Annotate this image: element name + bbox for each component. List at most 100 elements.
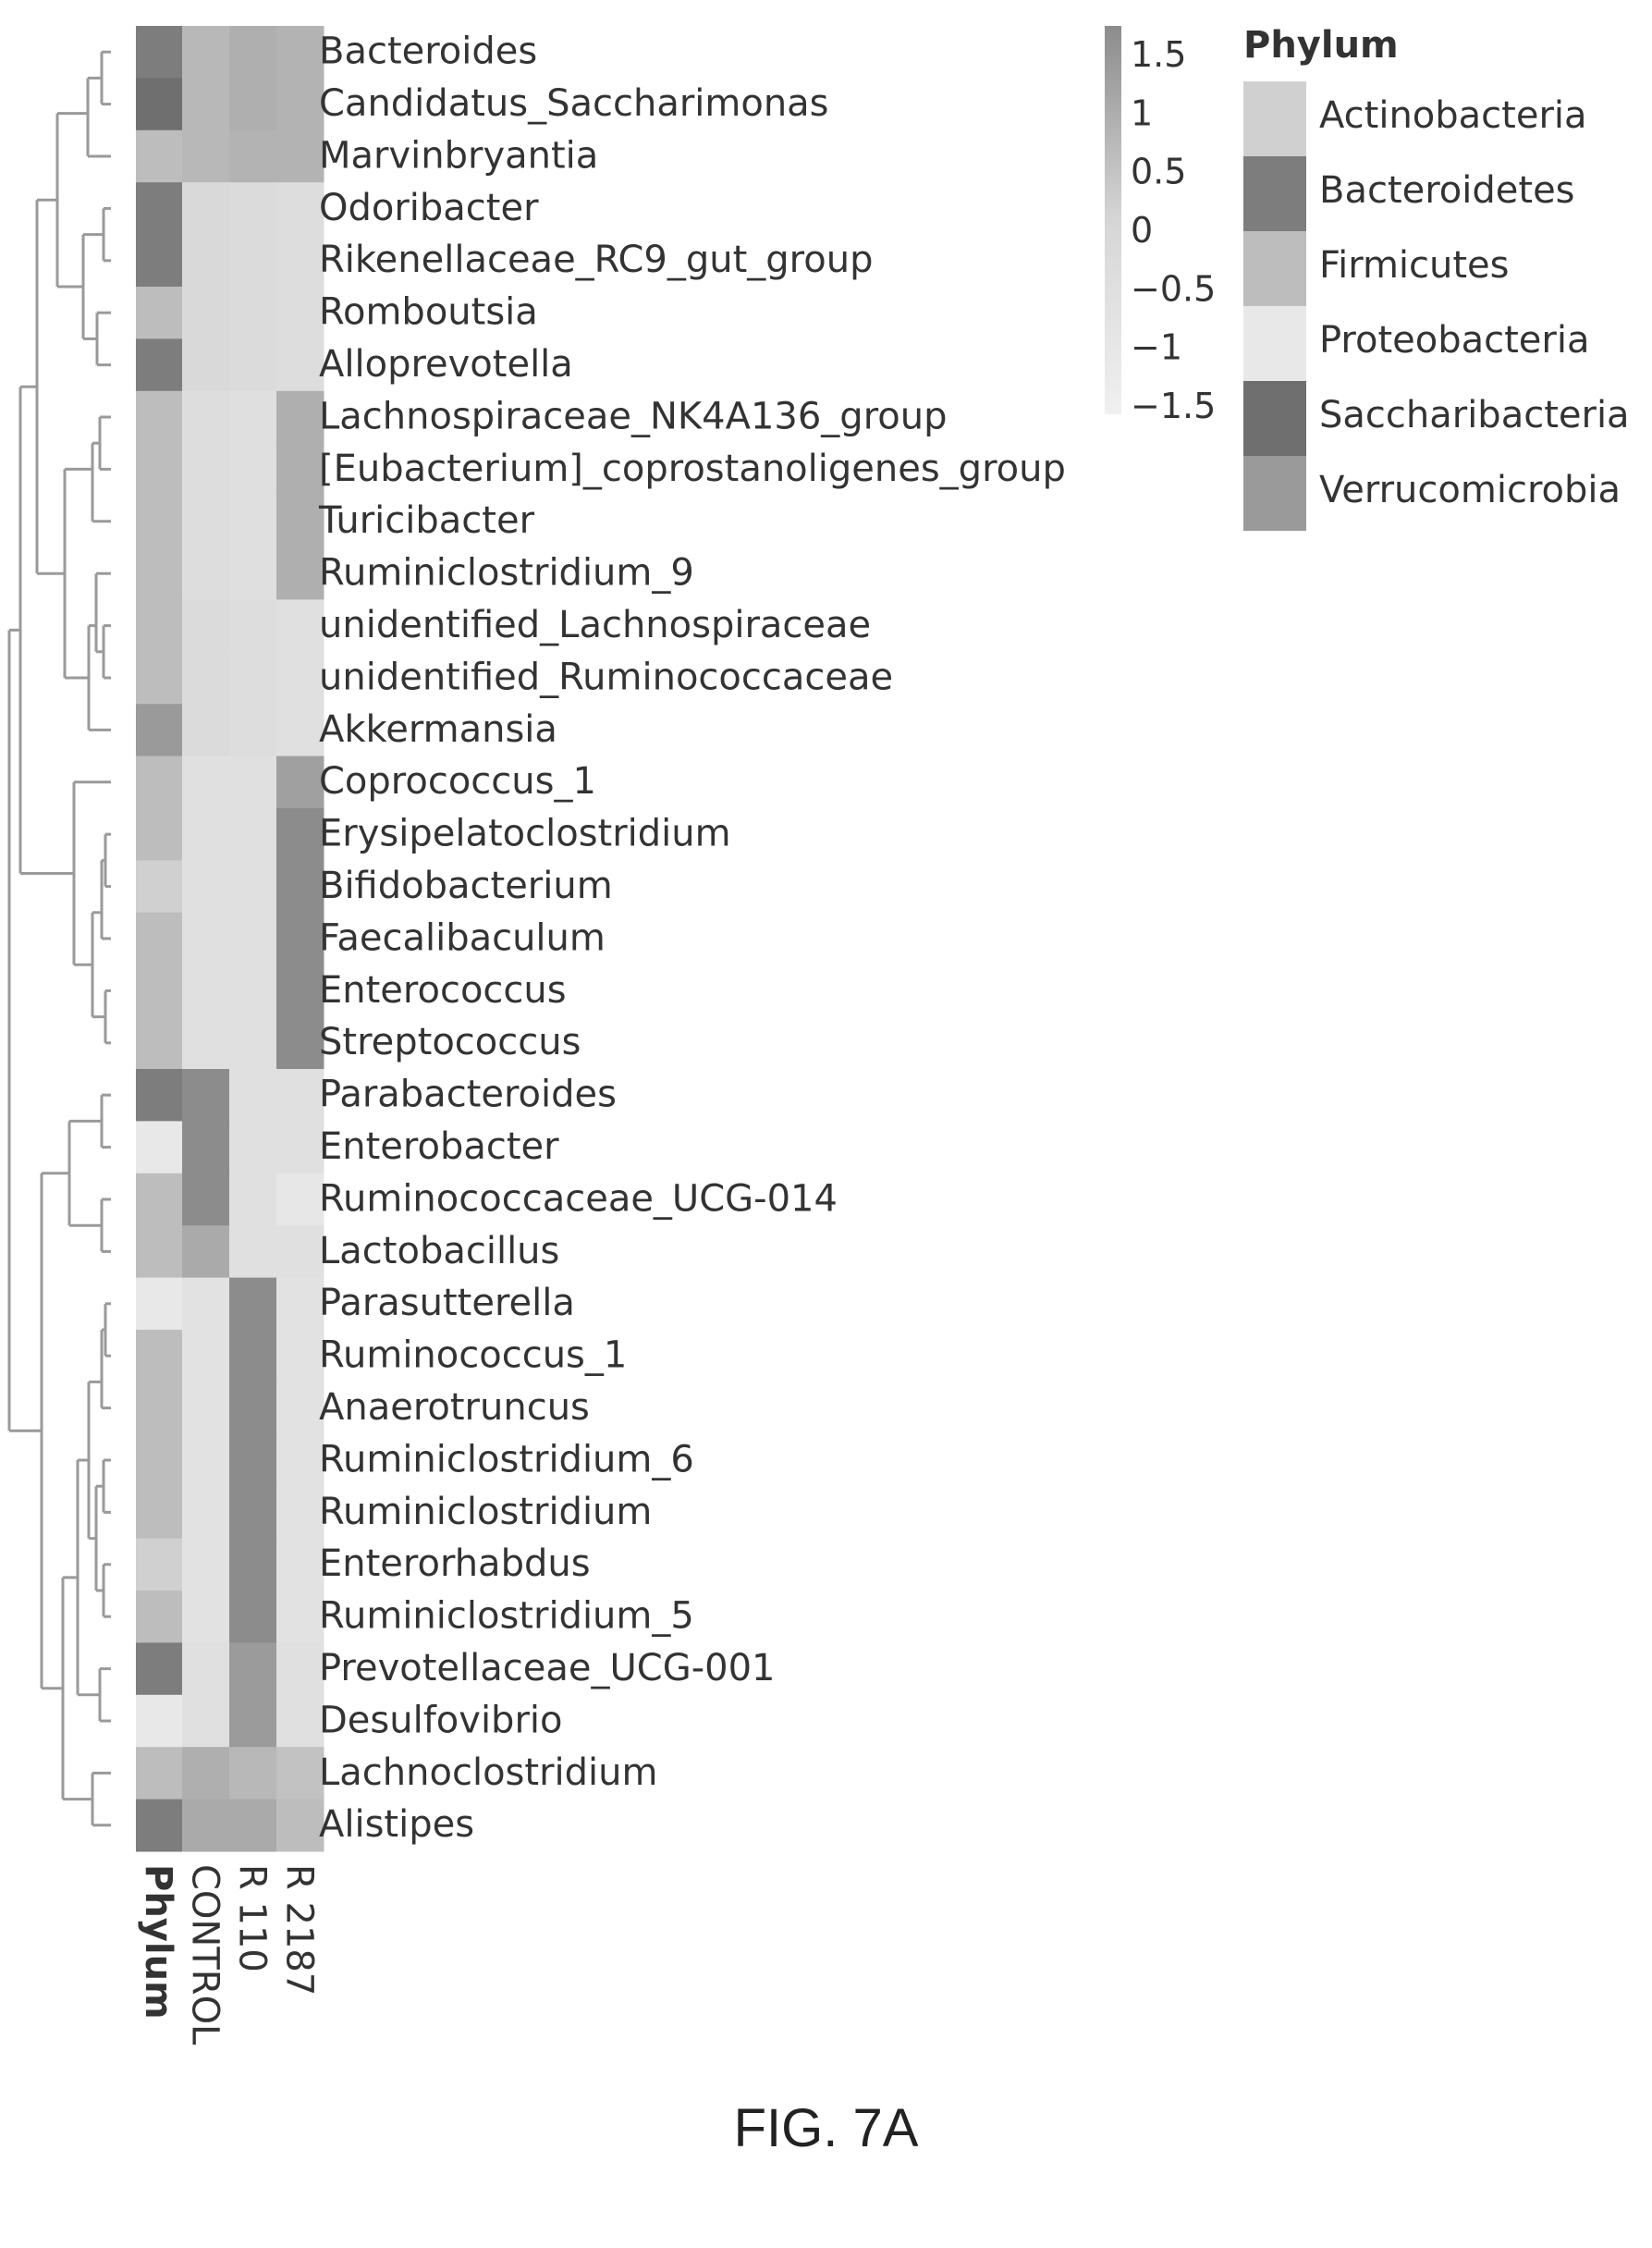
row-label: Ruminococcus_1 (319, 1334, 627, 1377)
row-label: Ruminiclostridium_5 (319, 1595, 694, 1638)
heatmap-cell (229, 1330, 277, 1382)
heatmap-cell (276, 390, 324, 444)
phylum-cell (136, 129, 182, 183)
column-label-phylum: Phylum (137, 1864, 179, 2020)
heatmap-cell (276, 1486, 324, 1540)
heatmap-cell (182, 443, 230, 497)
heatmap-cell (182, 1016, 230, 1070)
phylum-legend-entry: Saccharibacteria (1319, 394, 1630, 436)
phylum-cell (136, 1016, 182, 1070)
heatmap-cell (229, 651, 277, 705)
row-label: Lactobacillus (319, 1230, 559, 1272)
heatmap-cell (276, 287, 324, 339)
heatmap-cell (229, 964, 277, 1018)
phylum-cell (136, 234, 182, 288)
row-label: Odoribacter (319, 187, 539, 229)
phylum-legend-entry: Actinobacteria (1319, 94, 1587, 137)
heatmap-cell (276, 912, 324, 965)
heatmap-cell (229, 1433, 277, 1487)
row-label: [Eubacterium]_coprostanoligenes_group (319, 448, 1066, 490)
heatmap-cell (229, 1538, 277, 1591)
row-label: Bifidobacterium (319, 865, 613, 907)
heatmap-cell (276, 547, 324, 600)
row-label: Faecalibaculum (319, 916, 606, 959)
heatmap-cell (229, 1069, 277, 1122)
row-label: Marvinbryantia (319, 134, 598, 177)
row-label: Romboutsia (319, 291, 538, 334)
heatmap-cell (276, 1121, 324, 1174)
phylum-cell (136, 1173, 182, 1226)
phylum-cell (136, 1433, 182, 1487)
phylum-legend: Phylum Actinobacteria Bacteroidetes Firmicu… (1243, 24, 1630, 531)
phylum-cell (136, 390, 182, 444)
phylum-cell (136, 182, 182, 236)
heatmap-cell (229, 547, 277, 600)
phylum-legend-swatch (1243, 456, 1306, 531)
row-label: Turicibacter (318, 499, 535, 542)
heatmap-cell (276, 1173, 324, 1226)
heatmap-cell (276, 1433, 324, 1487)
row-label: Anaerotruncus (319, 1386, 590, 1429)
phylum-legend-title: Phylum (1243, 24, 1399, 67)
heatmap-cell (276, 651, 324, 705)
heatmap-cell (276, 1591, 324, 1643)
heatmap-cell (276, 234, 324, 288)
heatmap-cell (229, 755, 277, 809)
heatmap-cell (182, 1747, 230, 1800)
phylum-cell (136, 964, 182, 1018)
phylum-cell (136, 78, 182, 131)
row-label: Erysipelatoclostridium (319, 813, 731, 855)
heatmap-cell (229, 1799, 277, 1852)
heatmap-cell (276, 599, 324, 653)
heatmap-cell (182, 860, 230, 914)
phylum-cell (136, 1121, 182, 1174)
row-label: Candidatus_Saccharimonas (319, 82, 829, 125)
phylum-legend-entry: Proteobacteria (1319, 319, 1589, 362)
heatmap-cell (182, 1225, 230, 1279)
row-label: Parasutterella (319, 1282, 575, 1324)
heatmap-cell (229, 443, 277, 497)
row-label: Ruminiclostridium_9 (319, 552, 694, 595)
heatmap-cell (182, 912, 230, 965)
color-scale-bar (1105, 26, 1121, 414)
heatmap-cell (229, 1747, 277, 1800)
row-label: Alistipes (319, 1803, 474, 1846)
heatmap-cell (229, 1225, 277, 1279)
heatmap-cell (229, 287, 277, 339)
heatmap-cell (182, 495, 230, 548)
heatmap-cell (229, 182, 277, 236)
phylum-legend-swatch (1243, 306, 1306, 381)
phylum-legend-entry: Verrucomicrobia (1319, 469, 1621, 511)
heatmap-cell (276, 860, 324, 914)
heatmap-cell (182, 390, 230, 444)
heatmap-cell (182, 1121, 230, 1174)
heatmap-cell (182, 1538, 230, 1591)
heatmap-cell (276, 338, 324, 392)
phylum-cell (136, 547, 182, 600)
row-label: Ruminiclostridium (319, 1491, 652, 1533)
row-label: Ruminococcaceae_UCG-014 (319, 1177, 838, 1220)
heatmap-cell (229, 234, 277, 288)
row-label: Parabacteroides (319, 1074, 617, 1116)
heatmap-cell (182, 1642, 230, 1696)
heatmap-cell (182, 1799, 230, 1852)
heatmap-cell (229, 390, 277, 444)
heatmap-cell (182, 1330, 230, 1382)
heatmap-cell (229, 860, 277, 914)
phylum-cell (136, 1591, 182, 1643)
phylum-cell (136, 1747, 182, 1800)
heatmap-cell (276, 1277, 324, 1331)
heatmap-cell (182, 755, 230, 809)
row-label: Bacteroides (319, 31, 537, 73)
phylum-cell (136, 1486, 182, 1540)
row-label: Desulfovibrio (319, 1699, 562, 1741)
heatmap-cell (182, 1382, 230, 1435)
heatmap-cell (182, 704, 230, 757)
heatmap-cell (229, 1642, 277, 1696)
phylum-cell (136, 860, 182, 914)
phylum-cell (136, 704, 182, 757)
heatmap-cell (229, 1591, 277, 1643)
heatmap-figure: Bacteroides Candidatus_Saccharimonas Marvi… (7, 24, 1630, 2045)
heatmap-cell (229, 26, 277, 79)
heatmap-cell (276, 1538, 324, 1591)
